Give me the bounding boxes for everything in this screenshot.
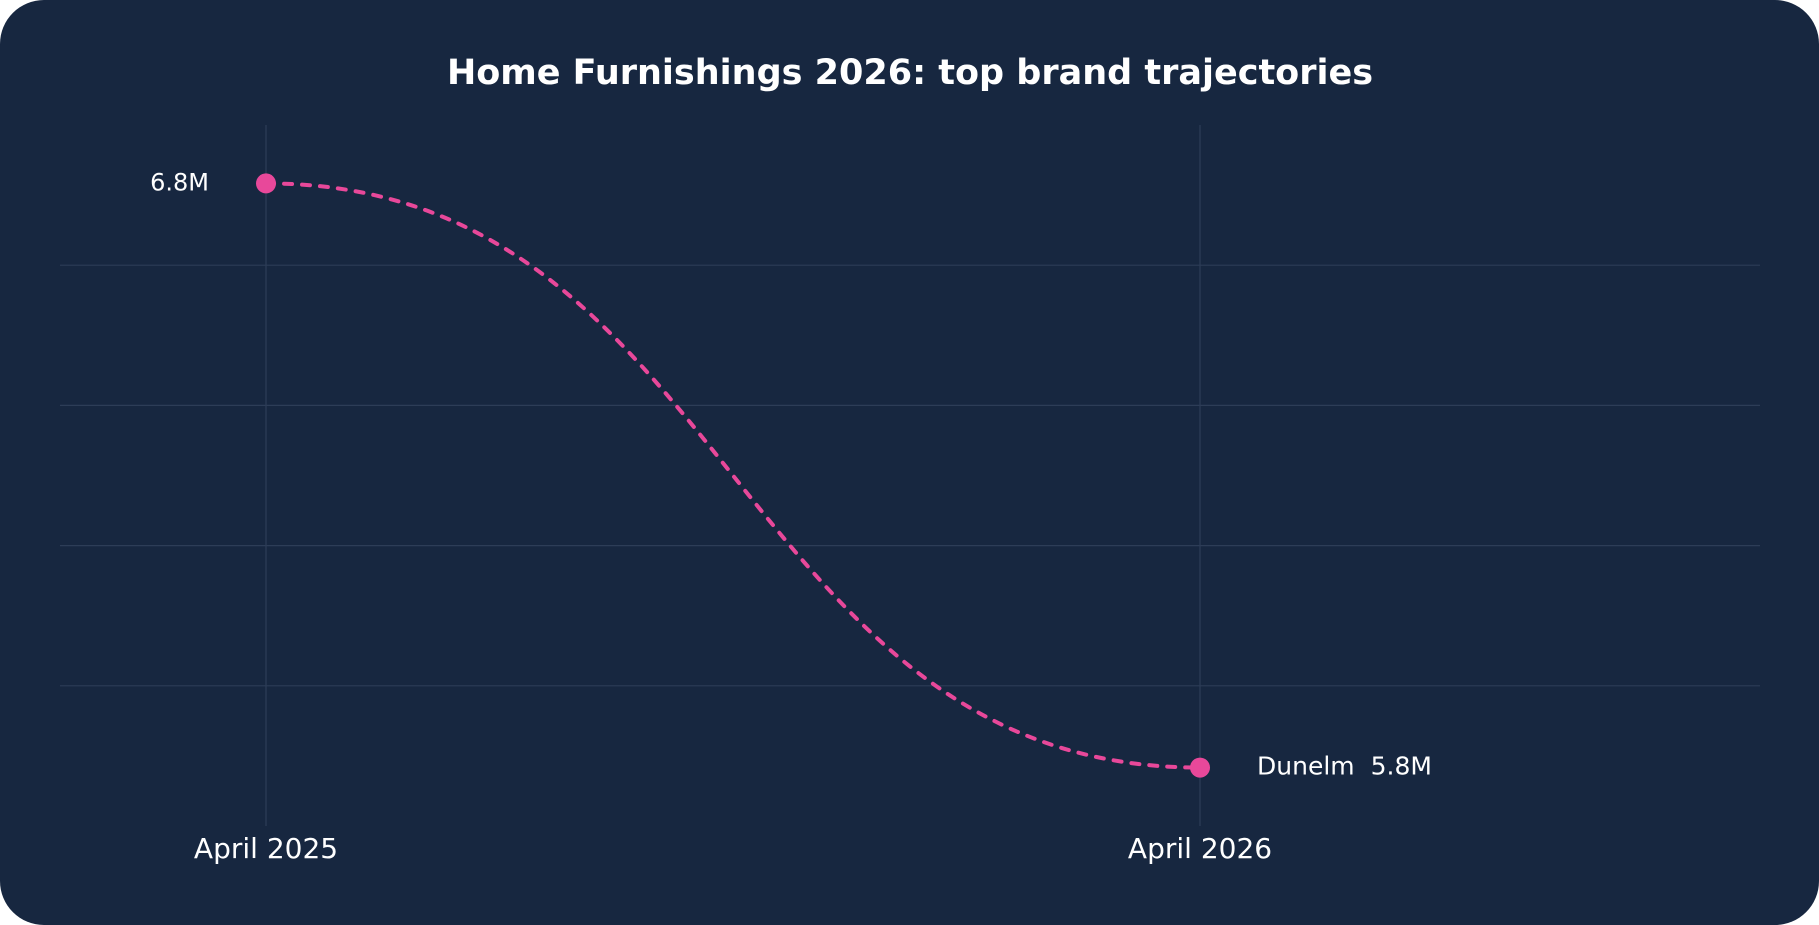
data-point bbox=[256, 173, 276, 194]
chart-title: Home Furnishings 2026: top brand traject… bbox=[447, 53, 1373, 93]
series-line bbox=[264, 181, 1202, 770]
value-label: 6.8M bbox=[150, 168, 209, 196]
data-point bbox=[1190, 757, 1210, 778]
x-tick-label: April 2025 bbox=[194, 832, 338, 865]
value-label: 5.8M bbox=[1371, 752, 1432, 781]
series-name: Dunelm bbox=[1257, 752, 1355, 781]
x-tick-label: April 2026 bbox=[1128, 832, 1272, 865]
